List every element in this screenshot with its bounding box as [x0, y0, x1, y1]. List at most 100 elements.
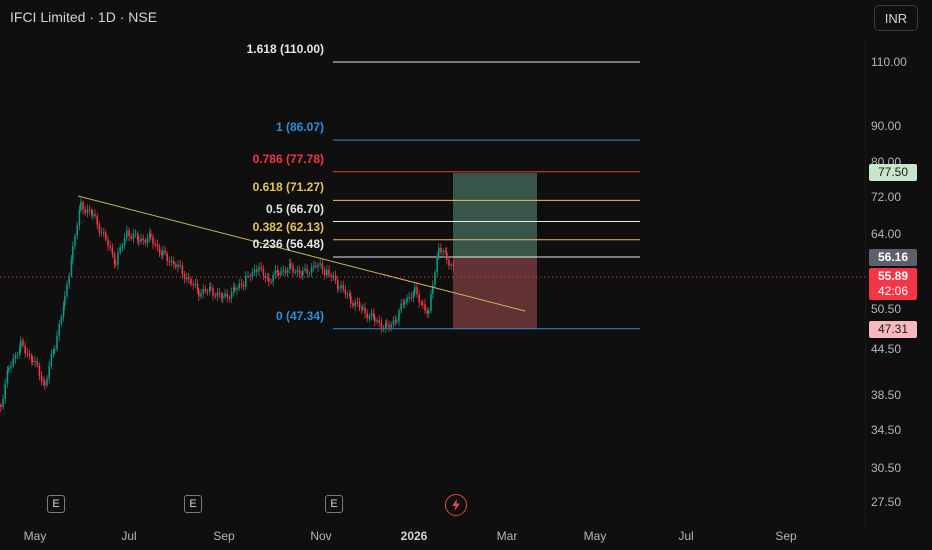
candle	[58, 323, 60, 336]
date-tick: Sep	[775, 529, 797, 543]
candle	[91, 209, 93, 215]
candle	[452, 264, 455, 267]
candle	[434, 272, 436, 286]
candle	[192, 284, 194, 286]
candle	[14, 355, 17, 359]
fib-level-label: 1.618 (110.00)	[246, 42, 324, 56]
loss-zone[interactable]	[453, 258, 537, 329]
candle	[315, 265, 317, 267]
candle	[398, 310, 400, 322]
candle	[334, 275, 337, 281]
candle	[302, 270, 304, 276]
price-tick: 110.00	[871, 55, 907, 69]
candle	[386, 323, 388, 326]
candle	[156, 244, 159, 247]
candle	[450, 264, 452, 266]
stop-price-tag: 47.31	[869, 321, 917, 338]
candle	[378, 320, 380, 323]
currency-button[interactable]: INR	[874, 5, 918, 31]
candle	[238, 283, 240, 289]
candle	[196, 283, 199, 291]
candle	[115, 263, 117, 265]
candle	[52, 350, 55, 354]
candle	[402, 303, 405, 305]
candle	[144, 240, 147, 243]
candle	[330, 275, 332, 277]
candle	[361, 307, 363, 310]
candle	[43, 381, 45, 383]
candle	[349, 294, 351, 297]
fib-level-label: 0.382 (62.13)	[252, 219, 324, 234]
candle	[222, 296, 224, 299]
candle	[390, 324, 392, 328]
candle	[20, 340, 22, 348]
candle	[60, 316, 63, 324]
candle	[436, 255, 438, 273]
candle	[373, 313, 375, 319]
candle	[142, 238, 144, 241]
candle	[440, 247, 442, 253]
candle	[358, 302, 361, 308]
candle	[96, 216, 98, 225]
candle	[103, 232, 105, 234]
trendline[interactable]	[77, 195, 526, 312]
candle	[446, 252, 448, 260]
candle	[282, 270, 284, 272]
candle	[149, 233, 151, 239]
candle	[206, 291, 209, 293]
candle	[298, 270, 301, 274]
candle	[350, 296, 352, 304]
candle	[170, 260, 173, 263]
candle	[319, 263, 321, 265]
candle	[310, 267, 313, 273]
candle	[218, 292, 221, 295]
earnings-marker[interactable]: E	[47, 495, 65, 513]
candle	[284, 270, 287, 273]
bar-countdown: 42:06	[877, 284, 909, 298]
candle	[264, 275, 267, 279]
candle	[344, 289, 347, 295]
candle	[32, 361, 34, 363]
candle	[306, 268, 308, 274]
candle	[175, 264, 177, 268]
profit-zone[interactable]	[453, 172, 537, 258]
candle	[119, 247, 121, 253]
candle	[113, 253, 116, 264]
candle	[107, 239, 109, 246]
candle	[396, 321, 398, 323]
candle	[221, 294, 223, 299]
earnings-marker[interactable]: E	[184, 495, 202, 513]
candle	[230, 291, 233, 299]
candle	[68, 275, 70, 285]
candle	[278, 272, 280, 275]
lightning-icon[interactable]	[445, 494, 467, 516]
candle	[84, 209, 86, 213]
date-tick: May	[23, 529, 47, 543]
candle	[400, 303, 402, 311]
candle	[146, 238, 149, 243]
candle	[98, 224, 101, 233]
price-tick: 44.50	[871, 342, 902, 356]
fib-level-label: 0 (47.34)	[275, 308, 324, 323]
earnings-marker[interactable]: E	[325, 495, 343, 513]
date-tick: Jul	[678, 529, 694, 543]
last-high-tag: 56.16	[869, 249, 917, 266]
candle	[200, 293, 202, 297]
candle	[154, 243, 156, 245]
candle	[8, 367, 10, 370]
candle	[50, 353, 53, 366]
price-tick: 50.50	[871, 302, 902, 316]
price-tick: 90.00	[871, 119, 902, 133]
candle	[66, 284, 68, 296]
candle	[179, 264, 181, 266]
candle	[34, 360, 36, 363]
candle	[152, 236, 154, 244]
candle	[286, 269, 289, 273]
chart-title[interactable]: IFCI Limited · 1D · NSE	[10, 9, 158, 25]
candle	[270, 281, 272, 283]
candle	[54, 349, 56, 351]
candle	[332, 275, 335, 277]
candle	[432, 285, 434, 294]
candle	[134, 233, 137, 235]
